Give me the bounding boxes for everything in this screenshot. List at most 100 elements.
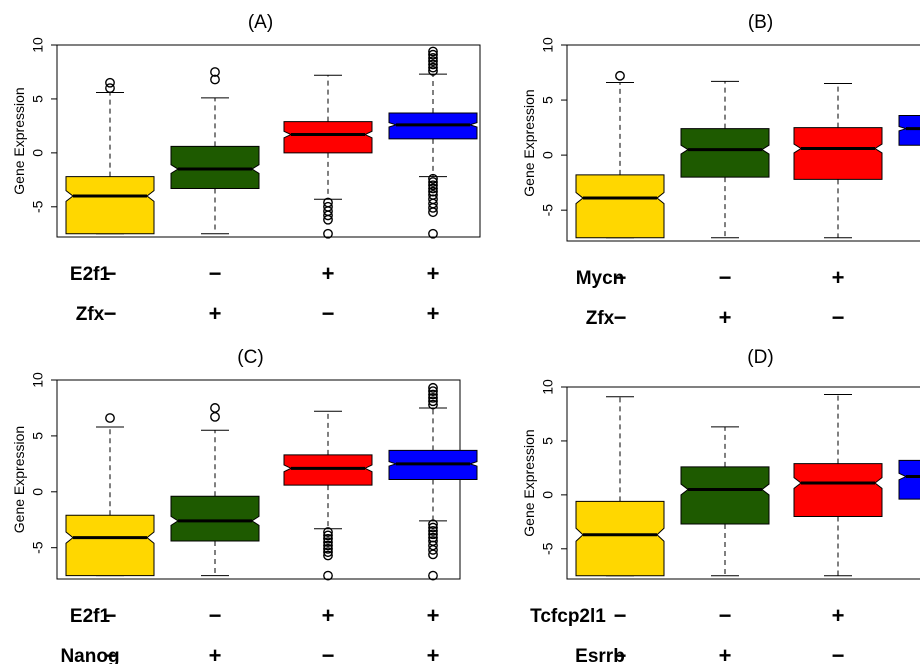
factor-label: E2f1 [70, 606, 111, 627]
box-body [170, 145, 260, 189]
factor-sign: + [427, 603, 440, 628]
y-tick-label: 5 [540, 437, 556, 445]
outlier-point [210, 411, 220, 422]
box-1 [65, 413, 155, 577]
y-tick-label: 10 [30, 372, 46, 388]
box-4 [898, 459, 920, 500]
outlier-point [428, 396, 438, 407]
factor-sign: − [322, 301, 335, 326]
outlier-point [428, 382, 438, 393]
box-2 [170, 403, 260, 577]
box-1 [65, 77, 155, 235]
factor-sign: − [719, 265, 732, 290]
outlier-point [323, 550, 333, 561]
outlier-point [428, 529, 438, 540]
outlier-point [428, 386, 438, 397]
outlier-point [323, 228, 333, 239]
box-3 [283, 74, 373, 239]
outlier-point [428, 399, 438, 410]
outlier-point [323, 210, 333, 221]
y-tick-label: 10 [30, 37, 46, 53]
factor-label: Tcfcp2l1 [530, 606, 606, 627]
factor-label: E2f1 [70, 264, 111, 285]
outlier-point [428, 207, 438, 218]
box-body [680, 466, 770, 525]
factor-sign: − [322, 643, 335, 664]
factor-label: Nanog [60, 646, 119, 664]
box-body [793, 463, 883, 517]
outlier-point [428, 49, 438, 60]
outlier-point [428, 180, 438, 191]
y-tick-label: -5 [30, 541, 46, 554]
factor-sign: + [322, 261, 335, 286]
outlier-point [428, 53, 438, 63]
outlier-point [210, 67, 220, 77]
outlier-point [428, 526, 438, 536]
y-axis-label: Gene Expression [521, 429, 537, 536]
factor-sign: − [614, 305, 627, 330]
box-1 [575, 396, 665, 577]
box-1 [575, 70, 665, 239]
box-3 [793, 394, 883, 577]
y-tick-label: 10 [540, 37, 556, 53]
factor-sign: + [832, 603, 845, 628]
y-tick-label: 0 [540, 491, 556, 499]
panel-title: (A) [248, 12, 273, 33]
y-axis-label: Gene Expression [521, 89, 537, 196]
box-4 [388, 46, 478, 239]
box-3 [793, 83, 883, 239]
factor-sign: − [209, 603, 222, 628]
outlier-point [428, 177, 438, 187]
outlier-point [210, 74, 220, 85]
y-tick-label: -5 [30, 200, 46, 213]
box-body [575, 500, 665, 577]
box-body [898, 459, 920, 500]
plot-frame [566, 386, 920, 580]
outlier-point [428, 183, 438, 194]
outlier-point [323, 547, 333, 558]
outlier-point [210, 403, 220, 413]
outlier-point [105, 413, 115, 423]
panel-title: (B) [748, 12, 773, 33]
outlier-point [428, 56, 438, 67]
outlier-point [323, 527, 333, 537]
box-2 [680, 426, 770, 577]
outlier-point [323, 214, 333, 225]
outlier-point [323, 533, 333, 544]
outlier-point [428, 519, 438, 530]
outlier-point [428, 186, 438, 197]
factor-sign: − [614, 603, 627, 628]
factor-sign: − [719, 603, 732, 628]
box-2 [680, 80, 770, 239]
box-body [65, 176, 155, 235]
box-body [283, 121, 373, 154]
outlier-point [428, 545, 438, 555]
box-4 [898, 114, 920, 146]
y-tick-label: 0 [30, 149, 46, 157]
outlier-point [323, 537, 333, 548]
factor-sign: + [832, 265, 845, 290]
y-tick-label: 0 [30, 488, 46, 496]
factor-label: Zfx [586, 308, 615, 329]
y-axis-label: Gene Expression [11, 426, 27, 533]
outlier-point [428, 59, 438, 70]
outlier-point [428, 62, 438, 73]
outlier-point [428, 389, 438, 400]
box-body [793, 127, 883, 180]
factor-sign: + [427, 261, 440, 286]
factor-sign: + [719, 305, 732, 330]
outlier-point [615, 70, 625, 81]
outlier-point [428, 46, 438, 57]
outlier-point [428, 570, 438, 581]
factor-sign: + [322, 603, 335, 628]
factor-sign: − [104, 603, 117, 628]
plot-frame [566, 44, 920, 242]
factor-sign: + [427, 301, 440, 326]
factor-sign: + [427, 643, 440, 664]
panel-title: (D) [747, 347, 773, 368]
y-tick-label: 10 [540, 379, 556, 395]
factor-sign: − [832, 305, 845, 330]
outlier-point [323, 543, 333, 554]
